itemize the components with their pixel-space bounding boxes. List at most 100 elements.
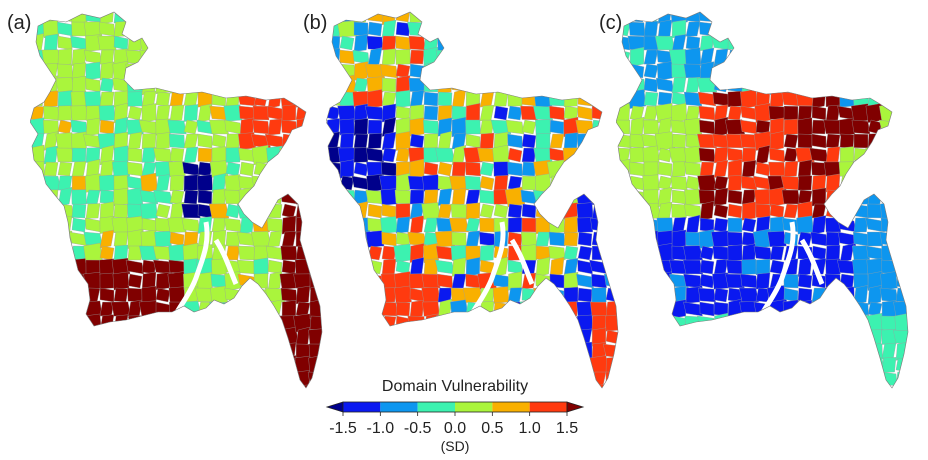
upazila-cell <box>893 188 908 206</box>
upazila-cell <box>698 105 716 121</box>
upazila-cell <box>127 105 143 121</box>
upazila-cell <box>699 273 715 289</box>
upazila-cell <box>194 63 216 79</box>
upazila-cell <box>795 371 815 387</box>
upazila-cell <box>381 147 397 163</box>
upazila-cell <box>811 287 827 303</box>
upazila-cell <box>141 12 157 25</box>
upazila-cell <box>727 217 743 233</box>
upazila-cell <box>590 301 608 317</box>
upazila-cell <box>169 327 185 347</box>
upazila-cell <box>127 287 143 303</box>
upazila-cell <box>616 158 631 180</box>
upazila-cell <box>727 49 743 65</box>
upazila-cell <box>352 259 370 275</box>
upazila-cell <box>504 186 526 208</box>
upazila-cell <box>181 217 201 233</box>
upazila-cell <box>727 175 743 191</box>
upazila-cell <box>225 341 241 361</box>
upazila-cell <box>153 370 173 388</box>
upazila-cell <box>712 357 730 373</box>
upazila-cell <box>741 329 757 345</box>
upazila-cell <box>521 35 537 51</box>
upazila-cell <box>155 342 171 360</box>
upazila-cell <box>577 287 593 303</box>
upazila-cell <box>629 301 645 317</box>
upazila-cell <box>183 119 199 135</box>
upazila-cell <box>727 63 743 79</box>
upazila-cell <box>797 159 813 179</box>
upazila-cell <box>465 230 481 248</box>
upazila-cell <box>549 342 565 360</box>
upazila-cell <box>69 258 89 276</box>
upazila-cell <box>797 357 813 373</box>
upazila-cell <box>168 312 186 334</box>
upazila-cell <box>281 19 297 39</box>
upazila-cell <box>795 91 815 107</box>
upazila-cell <box>797 315 813 331</box>
river <box>469 221 535 316</box>
upazila-cell <box>507 314 523 332</box>
upazila-cell <box>521 357 537 373</box>
upazila-cell <box>266 217 284 233</box>
upazila-cell <box>768 357 786 373</box>
upazila-cell <box>699 119 715 135</box>
upazila-cell <box>71 147 87 163</box>
upazila-cell <box>169 231 185 247</box>
upazila-cell <box>381 357 397 373</box>
upazila-cell <box>616 75 631 95</box>
upazila-cell <box>85 61 101 81</box>
upazila-cell <box>521 12 537 23</box>
upazila-cell <box>768 147 786 163</box>
upazila-cell <box>306 77 322 93</box>
upazila-cell <box>381 315 397 331</box>
upazila-cell <box>563 301 579 317</box>
upazila-cell <box>616 201 631 221</box>
upazila-cell <box>423 133 439 149</box>
upazila-cell <box>520 342 538 360</box>
upazila-cell <box>450 299 468 319</box>
upazila-cell <box>339 301 355 317</box>
upazila-cell <box>253 385 269 388</box>
upazila-cell <box>99 61 115 81</box>
upazila-cell <box>394 285 412 305</box>
upazila-cell <box>521 327 537 347</box>
upazila-cell <box>825 245 841 261</box>
upazila-cell <box>127 147 143 163</box>
upazila-cell <box>281 12 297 24</box>
upazila-cell <box>712 245 730 261</box>
upazila-cell <box>577 63 593 79</box>
upazila-cell <box>880 91 898 107</box>
upazila-cell <box>741 12 757 24</box>
upazila-cell <box>795 63 815 79</box>
upazila-cell <box>521 203 537 219</box>
upazila-cell <box>769 130 785 152</box>
upazila-cell <box>825 133 841 149</box>
upazila-cell <box>684 161 702 177</box>
upazila-cell <box>451 35 467 51</box>
upazila-cell <box>435 147 455 163</box>
upazila-cell <box>563 175 579 191</box>
upazila-cell <box>797 133 813 149</box>
colorbar-tick-label: 1.0 <box>518 420 541 437</box>
upazila-cell <box>267 203 283 219</box>
upazila-cell <box>727 385 743 388</box>
upazila-cell <box>197 189 213 205</box>
upazila-cell <box>683 343 703 359</box>
upazila-cell <box>113 21 129 37</box>
colorbar-tick-label: 0.5 <box>481 420 504 437</box>
upazila-cell <box>71 342 87 360</box>
upazila-cell <box>423 329 439 345</box>
upazila-cell <box>783 357 799 373</box>
upazila-cell <box>895 174 908 192</box>
upazila-cell <box>616 259 631 275</box>
colorbar-tick-label: -0.5 <box>403 420 432 437</box>
upazila-cell <box>57 187 73 207</box>
upazila-cell <box>395 131 411 151</box>
upazila-cell <box>895 146 908 164</box>
upazila-cell <box>238 187 256 207</box>
upazila-cell <box>561 12 581 23</box>
upazila-cell <box>57 161 73 177</box>
upazila-cell <box>852 383 870 388</box>
upazila-cell <box>795 147 815 163</box>
